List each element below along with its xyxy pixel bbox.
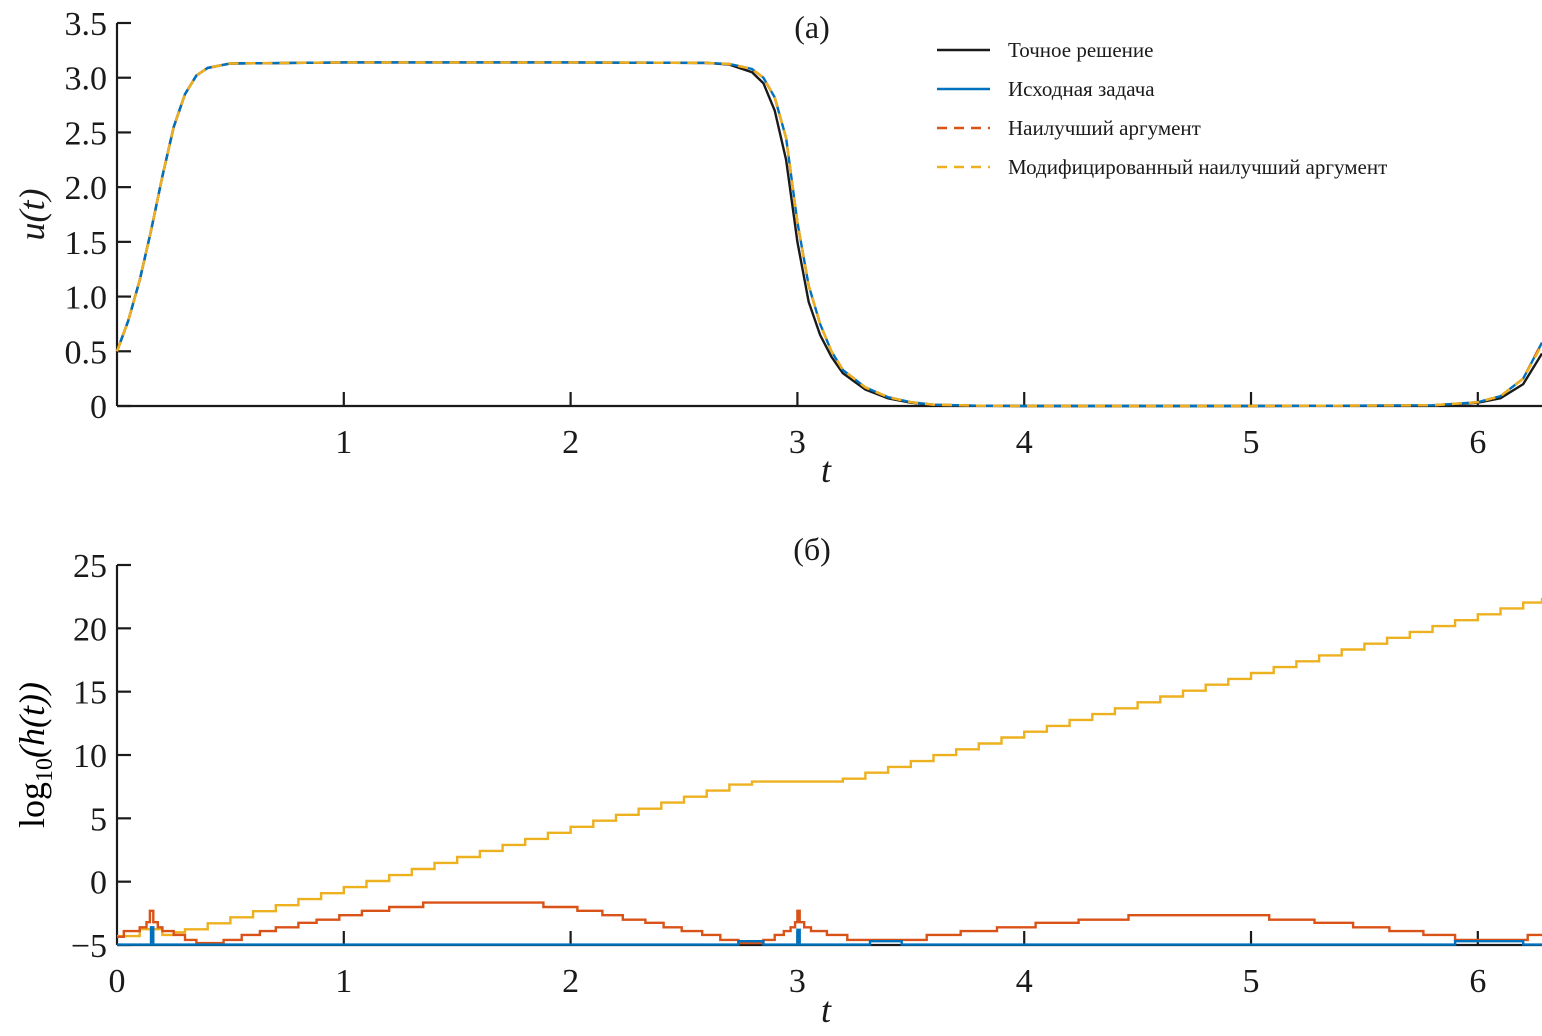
y-tick-label: 2.0 bbox=[65, 170, 108, 207]
y-tick-label: 0 bbox=[90, 389, 107, 426]
legend: Точное решение Исходная задача Наилучший а… bbox=[937, 38, 1387, 179]
x-tick-label: 3 bbox=[789, 963, 806, 1000]
y-tick-label: 20 bbox=[73, 611, 107, 648]
y-tick-label: 0 bbox=[90, 865, 107, 902]
series-line-2 bbox=[117, 901, 1542, 945]
y-axis-label: log10(h(t)) bbox=[12, 682, 58, 828]
x-axis-label: t bbox=[821, 990, 832, 1030]
y-tick-label: 1.0 bbox=[65, 280, 108, 317]
series-line-1 bbox=[117, 597, 1542, 938]
legend-label: Наилучший аргумент bbox=[1008, 116, 1201, 140]
chart-title: (б) bbox=[793, 531, 831, 567]
y-tick-label: 2.5 bbox=[65, 115, 108, 152]
x-tick-label: 2 bbox=[562, 963, 579, 1000]
x-tick-label: 1 bbox=[335, 963, 352, 1000]
x-tick-label: 1 bbox=[335, 424, 352, 461]
legend-label: Модифицированный наилучший аргумент bbox=[1008, 155, 1387, 179]
y-tick-label: 5 bbox=[90, 801, 107, 838]
x-axis-label: t bbox=[821, 450, 832, 490]
legend-label: Точное решение bbox=[1008, 38, 1153, 62]
legend-label: Исходная задача bbox=[1008, 77, 1155, 101]
chart-title: (a) bbox=[794, 9, 830, 45]
x-tick-label: 2 bbox=[562, 424, 579, 461]
y-tick-label: 3.0 bbox=[65, 61, 108, 98]
x-tick-label: 6 bbox=[1469, 963, 1486, 1000]
y-tick-label: 1.5 bbox=[65, 225, 108, 262]
y-axis-label: u(t) bbox=[12, 189, 52, 241]
x-tick-label: 5 bbox=[1243, 963, 1260, 1000]
y-tick-label: −5 bbox=[71, 928, 107, 965]
x-tick-label: 3 bbox=[789, 424, 806, 461]
y-tick-label: 0.5 bbox=[65, 334, 108, 371]
series-line-3 bbox=[117, 926, 1542, 946]
x-tick-label: 6 bbox=[1469, 424, 1486, 461]
x-tick-label: 4 bbox=[1016, 424, 1033, 461]
y-tick-label: 3.5 bbox=[65, 6, 108, 43]
series-line-1 bbox=[115, 61, 1542, 408]
x-tick-label: 4 bbox=[1016, 963, 1033, 1000]
y-tick-label: 10 bbox=[73, 738, 107, 775]
x-tick-label: 0 bbox=[109, 963, 126, 1000]
panel-1: 1 2 3 4 5 6 0 0.5 1.0 1.5 2.0 2.5 3.0 3.5 (a) t u(t) Точн… bbox=[12, 6, 1542, 490]
x-tick-label: 5 bbox=[1243, 424, 1260, 461]
y-tick-label: 15 bbox=[73, 675, 107, 712]
y-tick-label: 25 bbox=[73, 548, 107, 585]
series-line-4 bbox=[115, 61, 1542, 408]
